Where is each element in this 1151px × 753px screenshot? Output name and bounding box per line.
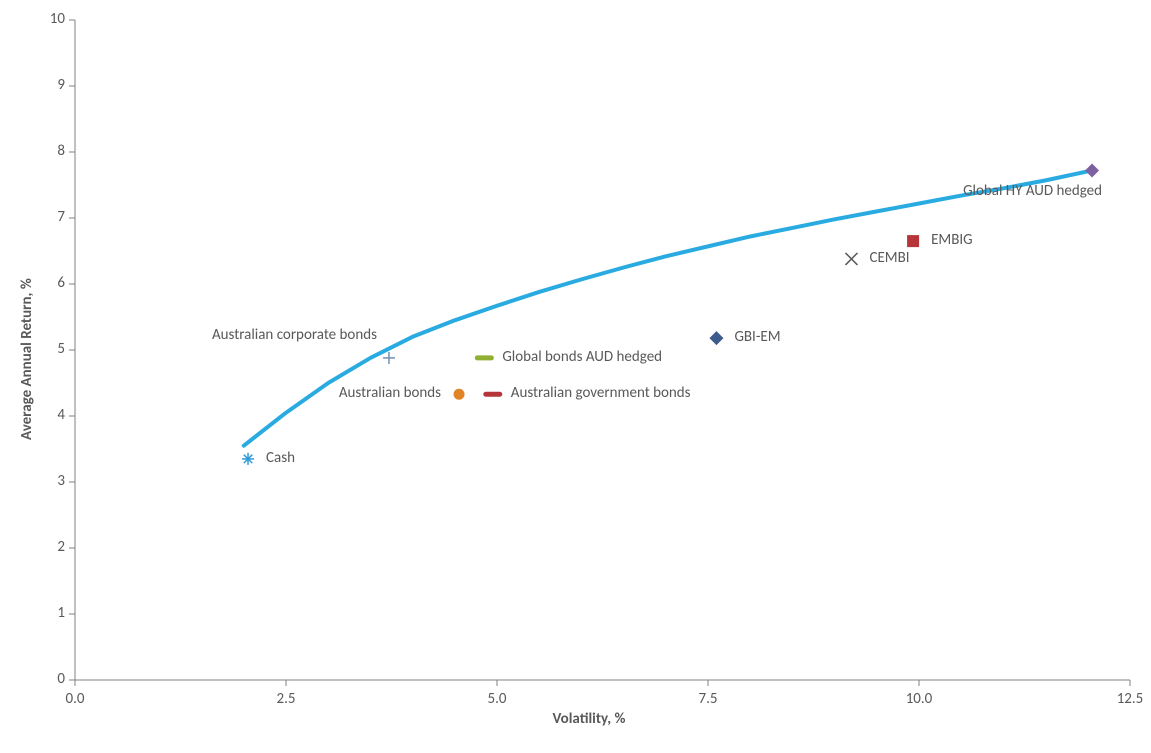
x-tick-label: 2.5	[266, 690, 306, 708]
y-tick-label: 5	[39, 340, 65, 358]
y-tick-label: 8	[39, 142, 65, 160]
series-label-australian-corporate-bonds: Australian corporate bonds	[212, 326, 377, 344]
x-tick-label: 5.0	[477, 690, 517, 708]
y-tick-label: 0	[39, 670, 65, 688]
marker-cash	[242, 453, 254, 465]
marker-gbi-em	[709, 331, 723, 345]
series-label-global-hy-aud-hedged: Global HY AUD hedged	[963, 182, 1102, 200]
x-tick-label: 10.0	[899, 690, 939, 708]
y-tick-label: 7	[39, 208, 65, 226]
y-axis-title: Average Annual Return, %	[18, 278, 36, 440]
risk-return-chart: 0.0 2.5 5.0 7.5 10.0 12.5 0 1 2 3 4 5 6 7 8 9 10 Volatili…	[0, 0, 1151, 753]
marker-australian-bonds	[454, 389, 464, 399]
y-tick-label: 3	[39, 472, 65, 490]
y-tick-label: 9	[39, 76, 65, 94]
y-tick-label: 6	[39, 274, 65, 292]
series-label-gbi-em: GBI-EM	[734, 328, 780, 346]
series-label-cembi: CEMBI	[869, 249, 909, 267]
x-tick-label: 12.5	[1110, 690, 1150, 708]
series-label-cash: Cash	[266, 449, 295, 467]
series-label-australian-government-bonds: Australian government bonds	[511, 384, 691, 402]
series-label-global-bonds-aud-hedged: Global bonds AUD hedged	[502, 348, 662, 366]
x-axis-title: Volatility, %	[553, 710, 626, 728]
y-tick-label: 2	[39, 538, 65, 556]
y-tick-label: 4	[39, 406, 65, 424]
marker-australian-corporate-bonds	[383, 352, 395, 364]
marker-cembi	[845, 253, 857, 265]
series-label-australian-bonds: Australian bonds	[339, 384, 441, 402]
series-label-embig: EMBIG	[931, 231, 973, 249]
x-tick-label: 0.0	[55, 690, 95, 708]
marker-embig	[907, 235, 919, 247]
x-tick-label: 7.5	[688, 690, 728, 708]
marker-global-hy-aud-hedged	[1085, 163, 1099, 177]
y-tick-label: 10	[39, 10, 65, 28]
chart-svg	[0, 0, 1151, 753]
y-tick-label: 1	[39, 604, 65, 622]
